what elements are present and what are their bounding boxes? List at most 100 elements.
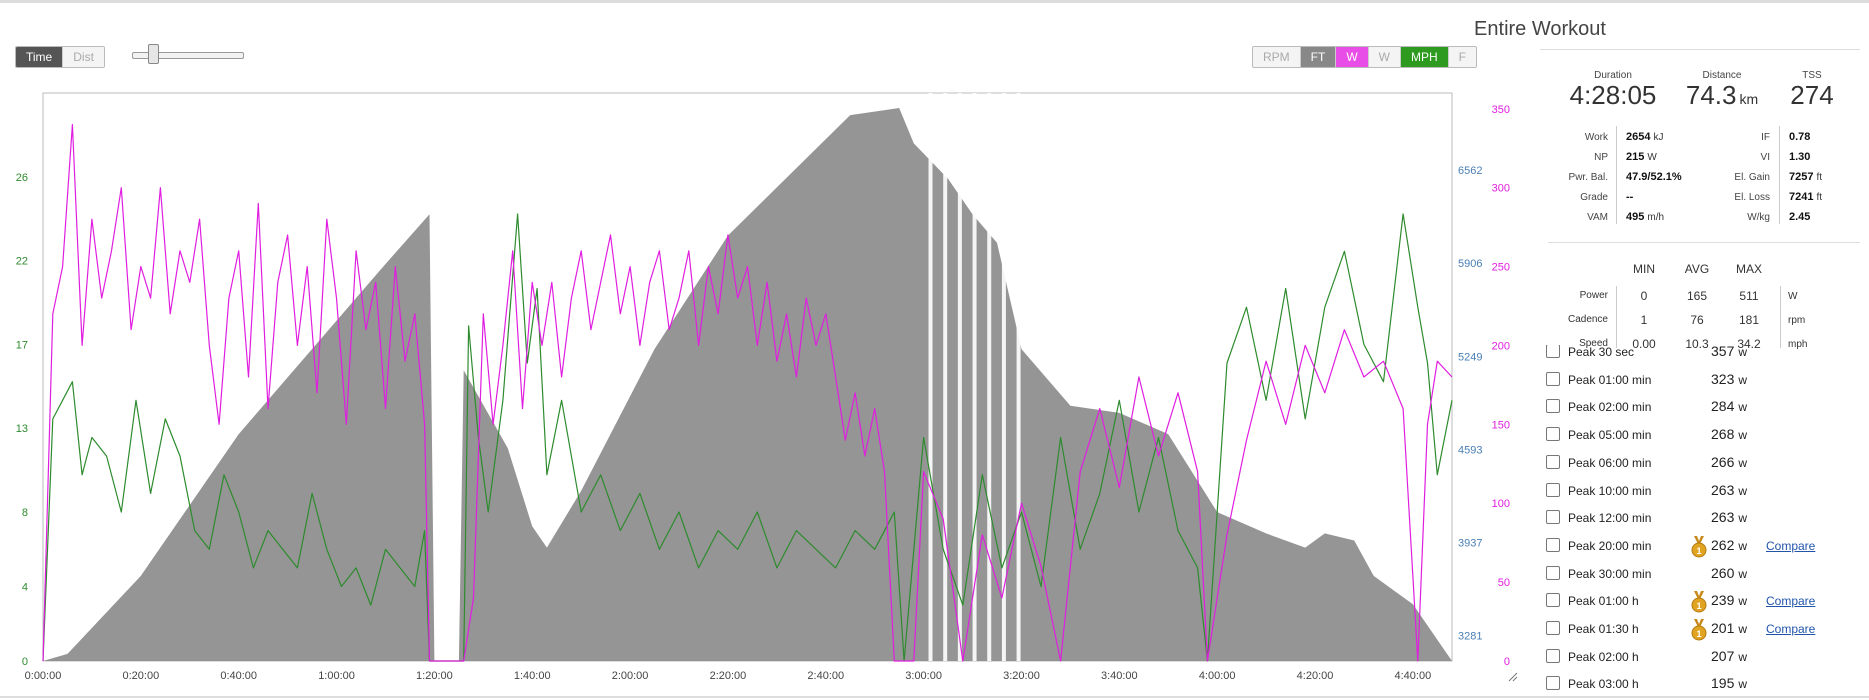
data-gap-1 xyxy=(943,93,948,661)
svg-text:1: 1 xyxy=(1696,629,1701,639)
elevation-tick-label: 5906 xyxy=(1458,258,1482,270)
peak-value: 239 w xyxy=(1711,592,1748,609)
speed-tick-label: 8 xyxy=(22,507,28,519)
peak-value: 268 w xyxy=(1711,426,1748,443)
compare-link[interactable]: Compare xyxy=(1766,538,1816,553)
peak-label: Peak 12:00 min xyxy=(1568,511,1652,526)
peak-checkbox[interactable] xyxy=(1546,371,1560,386)
metric-value: 215 W xyxy=(1626,151,1657,163)
x-tick-label: 0:20:00 xyxy=(122,670,159,682)
peak-checkbox[interactable] xyxy=(1546,676,1560,691)
peak-row: Peak 03:00 h 195 w xyxy=(1546,674,1866,694)
metric-label: VAM xyxy=(1587,212,1608,223)
watts-balance-toggle[interactable]: W xyxy=(1368,47,1401,67)
speed-tick-label: 22 xyxy=(16,256,28,268)
compare-link[interactable]: Compare xyxy=(1766,622,1816,636)
peak-row: Peak 05:00 min 268 w xyxy=(1546,425,1866,445)
time-mode-button[interactable]: Time xyxy=(16,47,64,67)
peak-value: 201 w xyxy=(1711,620,1748,636)
zoom-slider-handle[interactable] xyxy=(148,44,159,64)
speed-tick-label: 0 xyxy=(22,656,28,668)
minmax-divider-left xyxy=(1616,286,1617,348)
mph-toggle[interactable]: MPH xyxy=(1401,47,1449,67)
metric-label: Pwr. Bal. xyxy=(1568,172,1608,183)
peak-value: 260 w xyxy=(1711,564,1748,581)
power-path xyxy=(42,124,1453,662)
metric-label: Work xyxy=(1584,132,1608,143)
fahrenheit-toggle[interactable]: F xyxy=(1448,47,1477,67)
bottom-border xyxy=(0,696,1869,698)
peak-checkbox[interactable] xyxy=(1546,399,1560,414)
peak-value: 195 w xyxy=(1711,675,1748,692)
minmax-cell: 76 xyxy=(1690,313,1704,327)
power-tick-label: 100 xyxy=(1492,498,1510,510)
minmax-unit: mph xyxy=(1788,339,1808,350)
watts-toggle[interactable]: W xyxy=(1336,47,1369,67)
feet-toggle[interactable]: FT xyxy=(1300,47,1337,67)
peak-label: Peak 02:00 min xyxy=(1568,400,1652,415)
speed-line xyxy=(42,213,1453,662)
peak-value: 207 w xyxy=(1711,647,1748,664)
peak-checkbox[interactable] xyxy=(1546,427,1560,442)
peak-row: Peak 06:00 min 266 w xyxy=(1546,453,1866,473)
peak-label: Peak 03:00 h xyxy=(1568,677,1639,692)
metric-label: VI xyxy=(1760,152,1770,163)
elevation-tick-label: 4593 xyxy=(1458,444,1482,456)
peak-checkbox[interactable] xyxy=(1546,454,1560,469)
speed-path xyxy=(42,213,1453,662)
metric-value: -- xyxy=(1626,191,1634,203)
peak-checkbox[interactable] xyxy=(1546,621,1560,635)
peak-checkbox[interactable] xyxy=(1546,537,1560,552)
minmax-cell: 0 xyxy=(1640,289,1648,303)
medal-icon: 1 xyxy=(1691,619,1707,641)
speed-tick-label: 4 xyxy=(22,582,28,594)
minmax-cell: 10.3 xyxy=(1685,337,1709,351)
peak-checkbox[interactable] xyxy=(1546,482,1560,497)
minmax-cell: 181 xyxy=(1738,313,1760,327)
peak-value: 263 w xyxy=(1711,481,1748,498)
elevation-tick-label: 3281 xyxy=(1458,630,1482,642)
peak-value: 262 w xyxy=(1711,536,1748,553)
power-tick-label: 250 xyxy=(1492,262,1510,274)
tss-label: TSS xyxy=(1802,70,1822,81)
peak-row: Peak 02:00 min 284 w xyxy=(1546,397,1866,417)
minmax-cell: 165 xyxy=(1686,289,1708,303)
tss-value: 274 xyxy=(1790,80,1834,110)
metric-label: El. Loss xyxy=(1734,192,1770,203)
peak-checkbox[interactable] xyxy=(1546,510,1560,525)
peak-checkbox[interactable] xyxy=(1546,648,1560,663)
peak-checkbox[interactable] xyxy=(1546,593,1560,608)
minmax-row-label: Cadence xyxy=(1567,314,1608,325)
metric-label: Grade xyxy=(1580,192,1608,203)
zoom-slider-track[interactable] xyxy=(132,52,244,59)
peak-value: 284 w xyxy=(1711,398,1748,415)
peak-checkbox[interactable] xyxy=(1546,345,1560,358)
metric-label: NP xyxy=(1594,152,1608,163)
peak-row: Peak 01:00 min 323 w xyxy=(1546,370,1866,390)
peak-power-list: Peak 30 sec 357 w Peak 01:00 min 323 w Peak 02… xyxy=(1546,345,1869,698)
workout-chart[interactable]: 0:00:00 0:20:00 0:40:00 1:00:00 1:20:00 1:40:… xyxy=(0,80,1525,692)
peak-label: Peak 30 sec xyxy=(1568,345,1635,359)
minmax-cell: 511 xyxy=(1739,289,1759,303)
medal-icon: 1 xyxy=(1691,535,1707,558)
power-tick-label: 50 xyxy=(1498,577,1510,589)
peak-value: 263 w xyxy=(1711,509,1748,526)
peak-label: Peak 10:00 min xyxy=(1568,483,1652,498)
distance-mode-button[interactable]: Dist xyxy=(63,47,104,67)
peak-label: Peak 06:00 min xyxy=(1568,455,1652,470)
top-border xyxy=(0,0,1869,3)
svg-text:1: 1 xyxy=(1696,601,1701,611)
compare-link[interactable]: Compare xyxy=(1766,594,1816,609)
distance-value: 74.3 km xyxy=(1685,80,1759,110)
minmax-cell: 1 xyxy=(1640,313,1648,327)
metric-value: 7257 ft xyxy=(1789,171,1823,183)
peak-checkbox[interactable] xyxy=(1546,565,1560,580)
elevation-area xyxy=(43,93,1452,661)
duration-value: 4:28:05 xyxy=(1569,80,1657,110)
peak-label: Peak 20:00 min xyxy=(1568,538,1652,553)
speed-tick-label: 17 xyxy=(16,339,28,351)
rpm-toggle[interactable]: RPM xyxy=(1253,47,1301,67)
resize-handle-icon[interactable] xyxy=(1508,672,1518,682)
elevation-tick-label: 3937 xyxy=(1458,537,1482,549)
peak-value: 323 w xyxy=(1711,370,1748,387)
